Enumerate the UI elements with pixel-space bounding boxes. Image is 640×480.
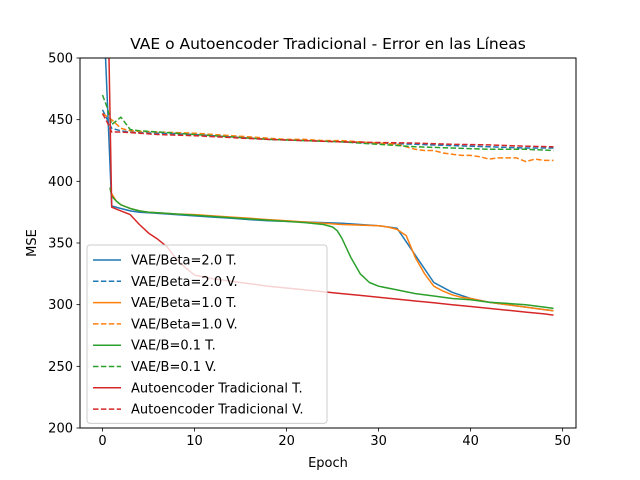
x-tick-label: 40 <box>462 434 479 449</box>
y-tick-label: 350 <box>48 237 73 252</box>
x-tick-label: 50 <box>554 434 571 449</box>
x-axis: 0 10 20 30 40 50 <box>98 428 571 449</box>
x-tick-label: 10 <box>186 434 203 449</box>
legend-label: VAE/B=0.1 T. <box>131 339 216 354</box>
series-line-6 <box>101 94 554 152</box>
y-tick-label: 250 <box>48 360 73 375</box>
legend-label: VAE/Beta=1.0 V. <box>131 317 238 332</box>
y-tick-label: 400 <box>48 175 73 190</box>
legend-label: Autoencoder Tradicional T. <box>131 381 303 396</box>
x-tick-label: 0 <box>98 434 106 449</box>
y-tick-label: 200 <box>48 422 73 437</box>
y-tick-label: 300 <box>48 298 73 313</box>
legend-label: VAE/Beta=2.0 V. <box>131 275 238 290</box>
legend-label: VAE/Beta=1.0 T. <box>131 296 237 311</box>
legend-label: Autoencoder Tradicional V. <box>131 403 303 418</box>
legend-label: VAE/B=0.1 V. <box>131 360 217 375</box>
x-tick-label: 20 <box>278 434 295 449</box>
chart-title: VAE o Autoencoder Tradicional - Error en… <box>130 35 526 53</box>
y-axis: 200 250 300 350 400 450 500 <box>48 52 80 437</box>
y-tick-label: 500 <box>48 52 73 67</box>
x-axis-label: Epoch <box>308 456 348 471</box>
series-line-5 <box>109 187 554 310</box>
y-axis-label: MSE <box>25 229 40 257</box>
legend-box <box>86 244 328 424</box>
legend: VAE/Beta=2.0 T. VAE/Beta=2.0 V. VAE/Beta=1… <box>86 244 328 424</box>
x-tick-label: 30 <box>370 434 387 449</box>
legend-label: VAE/Beta=2.0 T. <box>131 254 237 269</box>
series-line-4 <box>102 112 554 163</box>
y-tick-label: 450 <box>48 113 73 128</box>
